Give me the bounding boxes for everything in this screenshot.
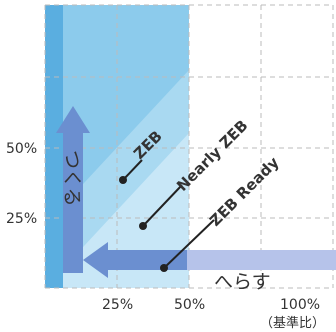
x-tick-25: 25%	[102, 297, 133, 313]
x-tick-50: 50%	[174, 297, 205, 313]
y-tick-25: 25%	[6, 211, 37, 227]
nearly-zeb-point	[139, 222, 147, 230]
region-left-strip	[45, 5, 63, 288]
zeb-point	[119, 176, 127, 184]
x-unit-note: （基準比）	[260, 315, 325, 331]
grid	[44, 4, 334, 289]
create-energy-arrow	[56, 106, 90, 273]
y-tick-50: 50%	[6, 141, 37, 157]
zeb-ready-point	[160, 264, 168, 272]
reduce-energy-label: へらす	[214, 271, 271, 293]
x-tick-100: 100%	[280, 297, 320, 313]
leader-lines	[122, 159, 215, 269]
create-energy-label: つくる	[61, 150, 83, 207]
